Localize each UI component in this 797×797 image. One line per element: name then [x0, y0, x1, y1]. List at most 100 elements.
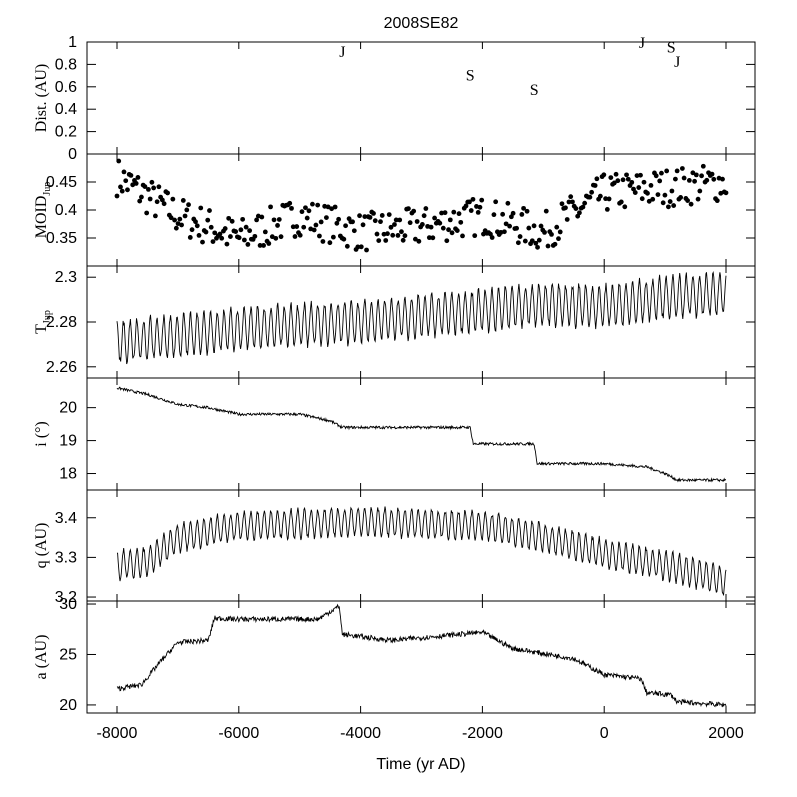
data-point [662, 192, 668, 198]
data-point [671, 203, 677, 208]
data-point [388, 224, 394, 230]
data-point [636, 185, 642, 190]
data-point [276, 217, 282, 222]
data-point [318, 219, 324, 225]
data-point [472, 233, 478, 239]
data-point [297, 232, 303, 238]
data-point [397, 217, 403, 223]
x-axis: -8000 -6000 -4000 -2000 0 2000 [97, 725, 744, 742]
data-point [426, 235, 432, 241]
data-point [172, 217, 177, 223]
data-point [139, 194, 144, 200]
data-point [545, 243, 551, 249]
y-axis-label: i (°) [33, 421, 50, 447]
data-point [186, 202, 191, 208]
data-point [341, 236, 347, 242]
y-tick-label: 2.26 [46, 359, 77, 376]
data-point [503, 221, 509, 227]
data-point [688, 201, 694, 207]
data-point [704, 177, 710, 183]
data-point [247, 228, 253, 234]
data-point [699, 173, 704, 179]
data-point [686, 178, 692, 183]
data-point [454, 228, 460, 233]
data-point [611, 180, 617, 186]
data-point [521, 205, 526, 211]
data-point [200, 239, 205, 245]
data-point [451, 209, 457, 215]
data-point [292, 234, 298, 239]
data-point [364, 247, 369, 253]
panel-tjup: 2.26 2.28 2.3 TJup [33, 265, 756, 379]
encounter-label: S [466, 67, 475, 84]
data-point [697, 188, 703, 194]
data-point [522, 238, 528, 244]
data-point [287, 200, 293, 206]
data-point [592, 183, 598, 188]
encounter-label: J [339, 44, 345, 61]
data-point [615, 178, 621, 184]
data-point [659, 170, 664, 176]
data-point [392, 222, 397, 227]
data-point [685, 198, 691, 203]
data-point [243, 224, 249, 230]
data-point [261, 243, 266, 248]
data-point [360, 222, 366, 228]
data-point [564, 217, 570, 222]
data-point [620, 177, 626, 183]
data-point [306, 208, 312, 214]
data-point [655, 192, 661, 198]
data-point [378, 219, 383, 225]
data-point [674, 168, 680, 174]
data-point [205, 217, 211, 223]
data-point [444, 238, 450, 244]
data-point [386, 212, 392, 217]
data-point [323, 215, 329, 220]
data-point [669, 188, 675, 194]
data-point [650, 196, 656, 202]
data-point [660, 200, 666, 206]
data-point [241, 237, 247, 243]
data-point [379, 213, 385, 218]
y-tick-label: 3.4 [55, 510, 77, 527]
x-tick-label: -8000 [97, 725, 138, 742]
data-point [133, 181, 139, 186]
data-point [648, 183, 654, 188]
y-tick-label: 0.45 [46, 174, 77, 191]
data-point [690, 170, 696, 176]
x-tick-label: -2000 [462, 725, 503, 742]
data-point [711, 176, 717, 182]
data-point [458, 219, 464, 225]
data-point [447, 217, 453, 223]
data-point [608, 175, 614, 180]
data-point [179, 222, 184, 228]
data-point [149, 179, 155, 185]
data-point [198, 205, 204, 211]
data-point [467, 199, 472, 205]
data-point [385, 231, 390, 237]
data-point [116, 158, 122, 164]
data-point [177, 216, 183, 222]
data-point [549, 231, 554, 237]
data-point [446, 227, 451, 233]
data-point [334, 220, 340, 226]
data-point [493, 199, 499, 205]
data-point [355, 244, 361, 250]
data-point [303, 205, 308, 211]
data-point [203, 229, 209, 235]
data-point [357, 213, 362, 219]
data-point [271, 217, 277, 223]
data-point [210, 239, 216, 245]
data-point [121, 169, 127, 175]
data-point [695, 196, 701, 202]
data-point [400, 237, 406, 243]
y-tick-label: 19 [59, 433, 77, 450]
y-tick-label: 0.8 [55, 56, 77, 73]
data-point [646, 198, 652, 204]
data-point [720, 176, 725, 182]
data-point [554, 224, 560, 230]
data-point [500, 211, 506, 217]
data-point [563, 205, 568, 211]
